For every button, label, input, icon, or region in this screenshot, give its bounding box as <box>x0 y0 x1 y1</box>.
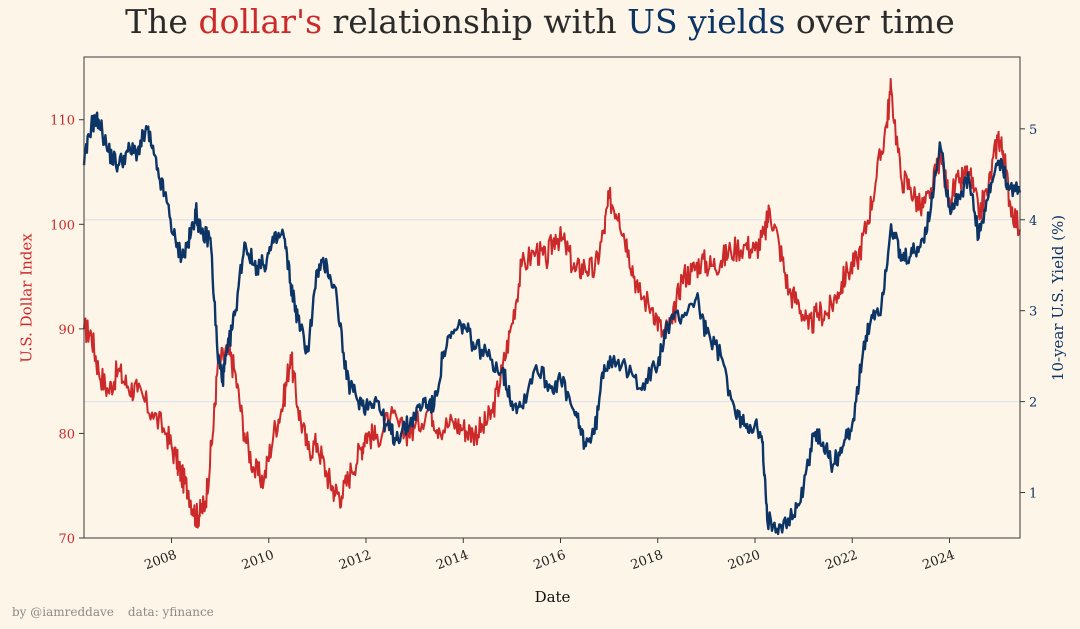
y-right-tick-label: 2 <box>1029 396 1037 411</box>
y-left-tick-label: 70 <box>58 532 75 547</box>
x-tick-label: 2010 <box>240 548 276 573</box>
y-axis-right-label: 10-year U.S. Yield (%) <box>1049 214 1068 381</box>
y-right-tick-label: 5 <box>1029 123 1037 138</box>
y-left-tick-label: 110 <box>50 114 75 129</box>
chart-title: The dollar's relationship with US yields… <box>0 2 1080 41</box>
x-tick-label: 2024 <box>921 548 957 573</box>
x-tick-label: 2022 <box>823 548 859 573</box>
x-tick-label: 2018 <box>629 548 665 573</box>
x-tick-label: 2008 <box>143 548 179 573</box>
y-left-tick-label: 100 <box>50 218 75 233</box>
title-highlight-yields: US yields <box>627 2 786 41</box>
credit-line: by @iamreddave data: yfinance <box>12 605 228 619</box>
x-tick-label: 2016 <box>532 548 568 573</box>
title-part1: The <box>125 2 199 41</box>
title-highlight-dollar: dollar's <box>198 2 323 41</box>
title-part3: over time <box>785 2 955 41</box>
x-axis-label: Date <box>534 588 571 606</box>
y-left-tick-label: 80 <box>58 427 75 442</box>
y-right-tick-label: 4 <box>1029 214 1037 229</box>
credit-source: data: yfinance <box>127 605 214 619</box>
y-right-tick-label: 1 <box>1029 487 1037 502</box>
x-tick-label: 2020 <box>726 548 762 573</box>
y-left-tick-label: 90 <box>58 323 75 338</box>
series-line-10y-yield <box>82 111 1022 536</box>
y-right-tick-label: 3 <box>1029 305 1037 320</box>
y-axis-left-label: U.S. Dollar Index <box>17 232 36 363</box>
x-tick-label: 2012 <box>337 548 373 573</box>
plot-frame <box>83 56 1021 539</box>
x-tick-label: 2014 <box>434 548 470 573</box>
series-line-dollar-index <box>83 78 1021 529</box>
credit-author: by @iamreddave <box>12 605 114 619</box>
title-part2: relationship with <box>322 2 628 41</box>
